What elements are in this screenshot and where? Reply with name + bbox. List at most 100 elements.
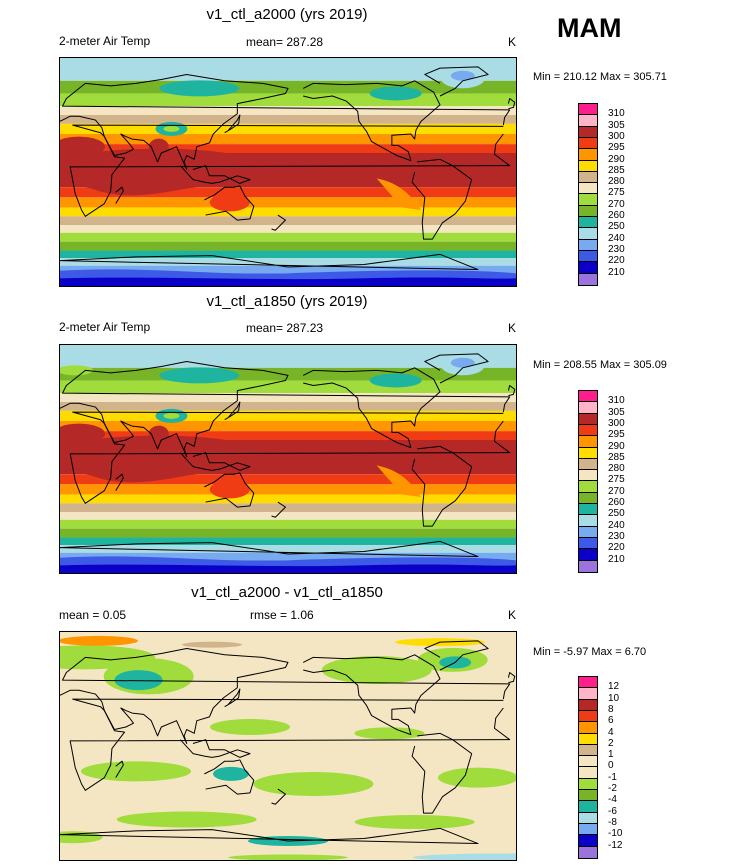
colorbar-swatch <box>578 159 598 172</box>
contour-fill <box>354 727 425 740</box>
panel-3-units: K <box>508 608 517 622</box>
contour-fill <box>369 86 422 101</box>
colorbar-label: 275 <box>608 474 625 486</box>
coastline <box>411 445 473 527</box>
coastline <box>115 473 124 491</box>
colorbar-swatch <box>578 732 598 745</box>
contour-fill <box>60 402 516 411</box>
colorbar-label: 220 <box>608 255 625 267</box>
coastline <box>60 73 511 170</box>
contour-fill <box>60 421 516 432</box>
contour-fill <box>60 564 516 573</box>
coastline <box>424 640 489 671</box>
coastline <box>271 501 286 518</box>
contour-fill <box>369 373 422 388</box>
colorbar-swatch <box>578 125 598 138</box>
colorbar-swatch <box>578 261 598 274</box>
coastline <box>204 185 255 221</box>
colorbar-label: 210 <box>608 553 625 565</box>
coastline <box>302 654 441 736</box>
colorbar-swatch <box>578 457 598 471</box>
colorbar-label: 270 <box>608 198 625 210</box>
colorbar-label: -4 <box>608 794 617 806</box>
colorbar-swatch <box>578 423 598 437</box>
contour-fill <box>60 431 516 440</box>
panel-3-mean-label: mean = 0.05 <box>59 608 127 622</box>
colorbar-swatch <box>578 401 598 414</box>
coastline <box>60 647 511 744</box>
coastline <box>271 214 286 231</box>
colorbar-label: 230 <box>608 243 625 255</box>
colorbar-label: 280 <box>608 176 625 188</box>
contour-fill <box>60 58 516 81</box>
contour-fill <box>438 767 516 788</box>
contour-fill <box>114 670 163 691</box>
contour-fill <box>321 656 432 684</box>
contour-fill <box>60 435 390 483</box>
contour-fill <box>213 766 249 781</box>
colorbar-label: 250 <box>608 221 625 233</box>
contour-fill <box>450 357 475 368</box>
contour-fill <box>148 138 169 155</box>
colorbar-label: 0 <box>608 760 614 772</box>
colorbar-label: -12 <box>608 839 623 851</box>
panel-2-mean-label: mean= 287.23 <box>246 321 324 335</box>
panel-3-minmax: Min = -5.97 Max = 6.70 <box>533 646 647 658</box>
panel-3-title: v1_ctl_a2000 - v1_ctl_a1850 <box>191 584 383 601</box>
colorbar-swatch <box>578 721 598 734</box>
contour-fill <box>60 136 105 157</box>
colorbar-swatch <box>578 698 598 711</box>
colorbar-label: 12 <box>608 681 620 693</box>
contour-fill <box>60 187 516 198</box>
colorbar-label: 220 <box>608 542 625 554</box>
contour-fill <box>376 465 421 497</box>
colorbar-label: 295 <box>608 142 625 154</box>
contour-fill <box>60 528 516 538</box>
contour-fill <box>209 480 250 499</box>
colorbar-label: 2 <box>608 737 614 749</box>
colorbar-swatch <box>578 103 598 116</box>
colorbar-swatch <box>578 800 598 813</box>
colorbar-swatch <box>578 755 598 768</box>
panel-1-map <box>59 57 517 287</box>
contour-fill <box>60 503 516 513</box>
coastline <box>60 360 511 457</box>
contour-fill <box>159 367 240 384</box>
colorbar-label: -2 <box>608 783 617 794</box>
coastline <box>507 98 516 110</box>
colorbar-swatch <box>578 136 598 150</box>
contour-fill <box>60 241 516 251</box>
coastline <box>411 158 473 240</box>
panel-2-units: K <box>508 321 517 335</box>
colorbar-swatch <box>578 249 598 263</box>
contour-fill <box>253 772 374 796</box>
colorbar-swatch <box>578 114 598 127</box>
contour-fill <box>60 537 516 546</box>
contour-fill <box>60 393 516 402</box>
colorbar-label: 260 <box>608 497 625 508</box>
colorbar-label: 10 <box>608 692 620 704</box>
contour-fill <box>60 197 516 208</box>
coastline <box>302 80 441 162</box>
colorbar-label: 310 <box>608 108 625 120</box>
colorbar-label: 285 <box>608 164 625 176</box>
colorbar-swatch <box>578 503 598 516</box>
contour-fill <box>60 484 516 495</box>
colorbar-label: 300 <box>608 417 625 429</box>
contour-fill <box>60 265 516 274</box>
panel-1-variable-label: 2-meter Air Temp <box>59 34 151 48</box>
contour-fill <box>450 70 475 81</box>
contour-fill <box>163 412 180 419</box>
panel-1-mean-label: mean= 287.28 <box>246 35 324 49</box>
contour-fill <box>60 512 516 520</box>
panel-2-title: v1_ctl_a1850 (yrs 2019) <box>206 293 368 310</box>
coastline <box>507 385 516 397</box>
colorbar-swatch <box>578 687 598 700</box>
colorbar-swatch <box>578 216 598 229</box>
colorbar-swatch <box>578 390 598 403</box>
contour-fill <box>60 148 390 196</box>
colorbar-label: 240 <box>608 519 625 531</box>
contour-fill <box>159 80 240 97</box>
coastline <box>60 827 479 845</box>
coastline <box>271 788 286 805</box>
